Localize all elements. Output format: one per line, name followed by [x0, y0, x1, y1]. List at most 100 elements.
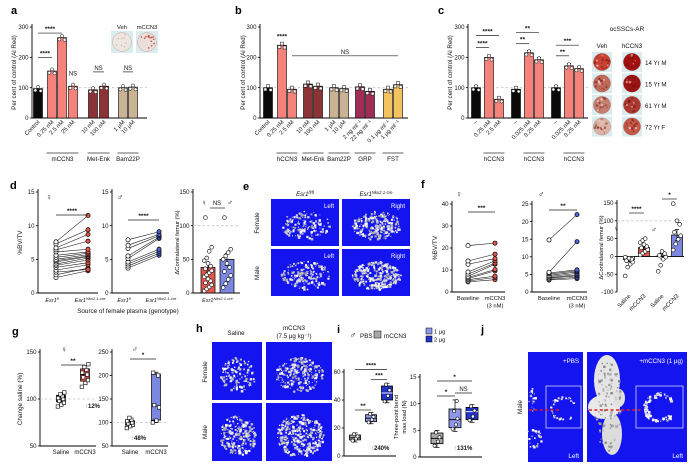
label: Left [672, 453, 683, 460]
significance: *** [564, 38, 572, 45]
image-title: +mCCN3 (1 µg) [639, 358, 683, 365]
data-point [53, 239, 59, 245]
data-point [497, 95, 501, 100]
tick-label: 50 [183, 257, 190, 264]
data-point [339, 88, 344, 93]
group-label: Bam22P [327, 156, 351, 163]
significance: * [142, 352, 145, 359]
bar [47, 70, 57, 119]
data-point [352, 432, 357, 437]
legend-swatch-2ug [425, 335, 433, 343]
data-point [124, 426, 129, 431]
significance: NS [69, 72, 77, 78]
tick-label: 5 [105, 257, 109, 264]
panel-label-e: e [243, 181, 250, 193]
data-point [91, 86, 95, 91]
data-point [156, 229, 162, 235]
data-point [546, 237, 552, 243]
data-point [334, 88, 339, 92]
data-point [672, 229, 677, 235]
data-point [492, 256, 498, 262]
data-point [280, 41, 284, 46]
data-point [529, 53, 534, 57]
panel-g2-chart: 50 100 150 200 250 * ♂ ↑48% Saline mCCN3 [98, 345, 168, 456]
data-point [121, 84, 125, 88]
data-point [366, 420, 371, 425]
sex-symbol: ♀ [61, 345, 67, 354]
culture-well [112, 32, 132, 52]
significance: NS [459, 387, 467, 393]
significance: **** [67, 208, 78, 215]
label: mCCN3 [283, 325, 306, 332]
data-point [465, 269, 471, 275]
tick-label: 250 [98, 349, 109, 356]
data-point [102, 82, 106, 87]
data-point [118, 87, 123, 92]
significance: * [445, 389, 448, 396]
panel-g1-chart: 50 100 150 Change saline (%) **♀ ↑12% Saline mC… [17, 345, 101, 456]
group-label: hCCN3 [524, 156, 545, 163]
group-label: Met-Enk [87, 156, 111, 163]
data-point [203, 280, 208, 286]
bar [574, 68, 584, 119]
tick-label: 10 [28, 223, 35, 230]
significance: **** [138, 213, 149, 220]
data-point [290, 85, 294, 90]
label: 2 µg [434, 338, 445, 344]
data-point [224, 261, 230, 266]
legend-swatch-1ug [425, 327, 433, 335]
data-point [58, 392, 63, 397]
data-point [516, 89, 521, 94]
significance: ** [70, 358, 76, 365]
bar [339, 88, 349, 119]
group-label: GRP [358, 156, 371, 163]
data-point [455, 416, 460, 421]
tick-label: 60 [334, 369, 341, 376]
data-point [670, 247, 676, 253]
bar [118, 87, 128, 119]
data-point [674, 218, 680, 224]
data-point [85, 231, 91, 237]
genotype-label: Esr1Nkx2.1-cre [359, 190, 393, 198]
data-point [227, 265, 232, 270]
data-point [675, 237, 681, 242]
data-point [204, 255, 209, 261]
y-axis-label: ΔContralateral femur (%) [599, 215, 605, 279]
data-point [484, 57, 489, 61]
data-point [93, 90, 98, 94]
bar [551, 87, 561, 119]
data-point [511, 89, 516, 93]
group-label: hCCN3 [277, 156, 298, 163]
row-label: Male [202, 425, 209, 439]
bar [277, 44, 287, 119]
significance: **** [277, 34, 288, 41]
label: Veh [597, 43, 608, 50]
panel-e: Esr1fl/fl Esr1Nkx2.1-cre Female Male Left Rig… [254, 190, 410, 296]
label: Left [324, 254, 334, 260]
label: hCCN3 [622, 43, 643, 50]
significance: ** [525, 25, 531, 32]
data-point [55, 404, 60, 409]
inset-box [635, 385, 684, 429]
data-point [85, 238, 91, 244]
data-point [85, 266, 91, 272]
tick-label: 200 [18, 55, 29, 62]
data-point [350, 438, 355, 443]
sex-symbol: ♀ [456, 189, 462, 199]
data-point [465, 258, 471, 264]
data-point [133, 87, 138, 92]
data-point [263, 87, 268, 92]
data-point [282, 45, 287, 50]
data-point [569, 66, 574, 70]
data-point [60, 34, 64, 38]
tick-label: 0 [413, 454, 417, 461]
data-point [398, 85, 403, 89]
wells-title: ocSSCs-AR [610, 26, 645, 33]
group-label: mCCN3 [51, 156, 74, 163]
data-point [150, 420, 155, 425]
data-point [370, 91, 375, 96]
data-point [53, 245, 59, 251]
percent-change-note: ↑12% [85, 404, 101, 410]
